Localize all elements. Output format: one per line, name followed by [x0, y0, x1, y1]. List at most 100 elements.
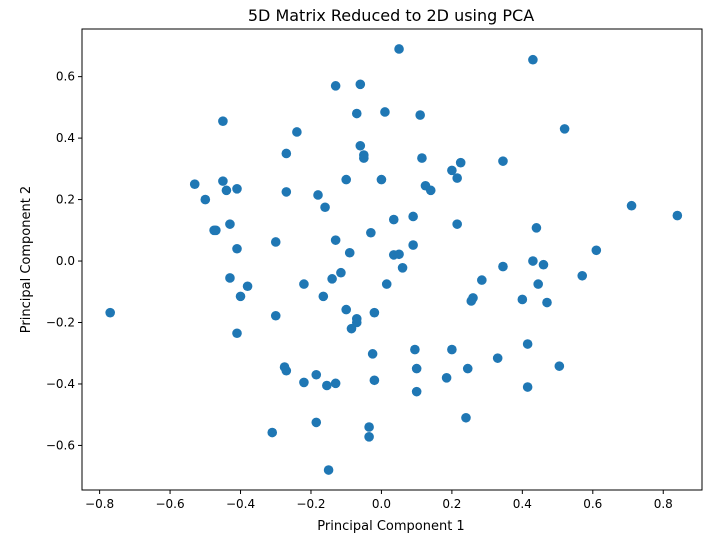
y-tick-label: −0.6 — [46, 438, 75, 452]
scatter-point — [232, 184, 242, 194]
scatter-point — [381, 279, 392, 289]
scatter-point — [281, 187, 292, 197]
y-tick-label: 0.0 — [56, 254, 75, 268]
y-tick-label: 0.2 — [56, 193, 75, 207]
scatter-point — [359, 153, 369, 163]
scatter-point — [311, 417, 322, 428]
x-tick-label: −0.4 — [226, 497, 255, 511]
x-tick-label: 0.0 — [372, 497, 391, 511]
scatter-point — [200, 194, 211, 205]
scatter-point — [441, 373, 452, 383]
scatter-point — [376, 174, 387, 185]
scatter-point — [477, 275, 487, 285]
scatter-point — [591, 245, 602, 256]
scatter-point — [318, 291, 329, 302]
scatter-point — [417, 153, 427, 163]
scatter-point — [533, 279, 543, 289]
scatter-point — [313, 190, 323, 200]
y-tick-label: −0.4 — [46, 377, 75, 391]
scatter-point — [364, 422, 374, 432]
scatter-point — [330, 378, 341, 389]
scatter-point — [270, 310, 281, 321]
scatter-point — [517, 294, 528, 305]
y-tick-label: 0.4 — [56, 131, 75, 145]
x-tick-label: 0.4 — [513, 497, 532, 511]
scatter-point — [209, 225, 219, 236]
scatter-point — [447, 344, 457, 355]
scatter-point — [369, 375, 380, 386]
x-tick-label: −0.8 — [85, 497, 114, 511]
scatter-point — [242, 281, 253, 292]
scatter-point — [626, 200, 637, 211]
scatter-point — [380, 107, 390, 117]
scatter-point — [311, 369, 322, 380]
scatter-point — [411, 363, 422, 374]
scatter-point — [367, 349, 378, 359]
scatter-point — [388, 214, 399, 225]
x-tick-label: 0.8 — [654, 497, 673, 511]
scatter-point — [281, 365, 292, 376]
scatter-point — [538, 259, 549, 270]
x-tick-label: −0.2 — [296, 497, 325, 511]
scatter-point — [492, 353, 503, 363]
scatter-point — [425, 185, 436, 196]
scatter-point — [299, 279, 309, 289]
scatter-point — [394, 249, 404, 260]
scatter-point — [346, 323, 357, 334]
scatter-point — [447, 165, 457, 176]
scatter-point — [408, 240, 418, 250]
scatter-point — [452, 219, 462, 229]
chart-title: 5D Matrix Reduced to 2D using PCA — [248, 6, 534, 25]
scatter-point — [281, 148, 292, 159]
scatter-point — [528, 54, 538, 65]
scatter-point — [221, 185, 232, 196]
scatter-point — [267, 427, 278, 438]
scatter-point — [323, 465, 334, 475]
scatter-point — [322, 380, 332, 391]
scatter-point — [320, 202, 330, 213]
scatter-point — [189, 179, 200, 189]
x-tick-label: −0.6 — [155, 497, 184, 511]
scatter-point — [466, 296, 477, 306]
scatter-point — [411, 386, 422, 397]
scatter-point — [452, 173, 462, 183]
scatter-point — [369, 307, 380, 318]
scatter-points — [105, 44, 683, 475]
scatter-point — [397, 263, 408, 273]
scatter-point — [559, 124, 570, 134]
scatter-point — [330, 81, 341, 91]
scatter-point — [341, 304, 352, 315]
scatter-point — [225, 219, 235, 229]
scatter-point — [235, 291, 246, 302]
plot-frame — [81, 28, 703, 491]
scatter-point — [410, 344, 420, 355]
x-axis-label: Principal Component 1 — [317, 519, 464, 534]
x-tick-label: 0.6 — [583, 497, 602, 511]
scatter-point — [394, 44, 404, 54]
scatter-point — [542, 297, 552, 308]
y-axis-ticks: −0.6 −0.4 −0.2 0.0 0.2 0.4 0.6 — [46, 70, 82, 452]
scatter-point — [498, 156, 508, 166]
scatter-point — [292, 127, 302, 137]
y-tick-label: 0.6 — [56, 70, 75, 84]
x-tick-label: 0.2 — [442, 497, 461, 511]
y-axis-label: Principal Component 2 — [19, 186, 34, 333]
scatter-point — [408, 211, 418, 222]
scatter-point — [270, 237, 281, 247]
scatter-point — [218, 116, 228, 126]
scatter-point — [225, 273, 235, 283]
scatter-point — [462, 363, 473, 374]
scatter-point — [672, 210, 683, 221]
scatter-point — [528, 256, 538, 266]
scatter-point — [366, 227, 376, 238]
scatter-point — [351, 108, 362, 119]
scatter-point — [355, 79, 366, 90]
x-axis-ticks: −0.8 −0.6 −0.4 −0.2 0.0 0.2 0.4 0.6 0.8 — [85, 490, 673, 511]
y-tick-label: −0.2 — [46, 316, 75, 330]
scatter-point — [341, 174, 352, 185]
scatter-point — [344, 247, 355, 258]
scatter-point — [415, 110, 425, 120]
scatter-point — [554, 361, 565, 371]
scatter-point — [364, 432, 374, 442]
